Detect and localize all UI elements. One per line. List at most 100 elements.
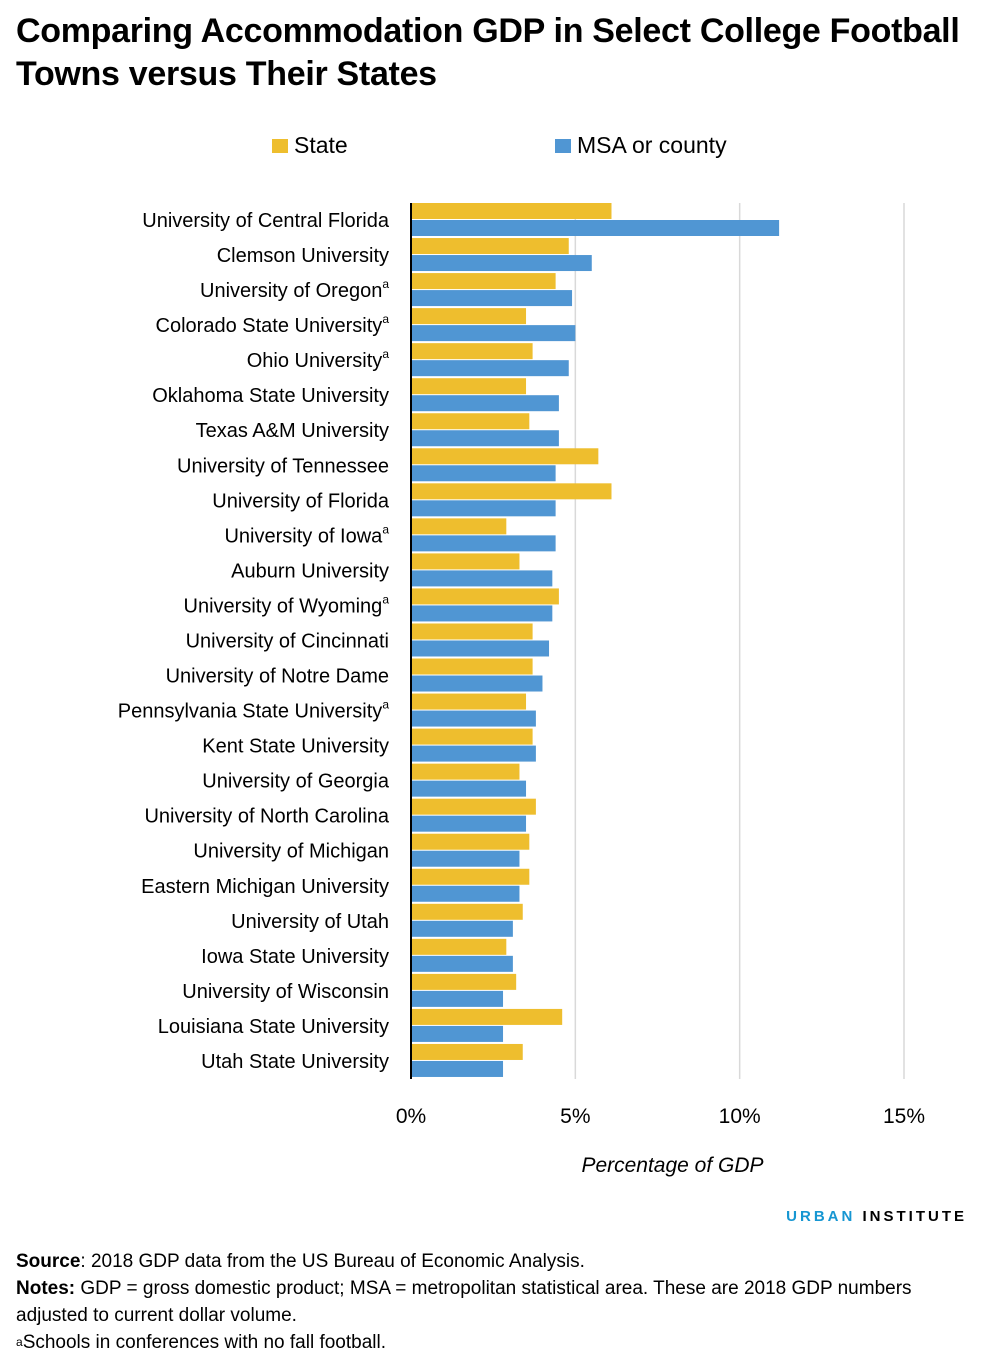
notes-line: Notes: GDP = gross domestic product; MSA… (16, 1275, 976, 1329)
x-tick-label-1: 5% (560, 1105, 590, 1128)
legend-label-msa: MSA or county (577, 132, 727, 158)
legend: State MSA or county (0, 132, 991, 162)
bar-msa-21 (411, 955, 513, 972)
category-label-8: University of Florida (212, 490, 390, 512)
bar-msa-23 (411, 1025, 504, 1042)
urban-institute-logo: URBAN INSTITUTE (786, 1208, 967, 1225)
bar-msa-22 (411, 990, 504, 1007)
notes-label: Notes: (16, 1278, 76, 1299)
logo-urban: URBAN (786, 1208, 856, 1225)
footnote-mark: a (16, 1335, 23, 1349)
bar-msa-18 (411, 850, 520, 867)
bar-msa-12 (411, 640, 550, 657)
bar-msa-5 (411, 395, 559, 412)
grid-lines (574, 203, 905, 1079)
bar-msa-11 (411, 605, 553, 622)
legend-item-state: State (272, 132, 348, 159)
bar-msa-8 (411, 500, 556, 517)
category-label-4: Ohio Universitya (247, 347, 390, 372)
footnote-text: Schools in conferences with no fall foot… (22, 1332, 387, 1353)
chart-title: Comparing Accommodation GDP in Select Co… (16, 12, 960, 93)
bar-state-13 (411, 658, 533, 675)
bar-msa-6 (411, 430, 559, 447)
bar-msa-7 (411, 465, 556, 482)
bar-msa-13 (411, 675, 543, 692)
bar-state-9 (411, 518, 507, 535)
source-text: : 2018 GDP data from the US Bureau of Ec… (80, 1251, 585, 1272)
bar-state-19 (411, 868, 530, 885)
x-axis-title: Percentage of GDP (581, 1154, 763, 1177)
bar-state-6 (411, 413, 530, 430)
category-label-13: University of Notre Dame (166, 666, 389, 688)
bar-msa-14 (411, 710, 536, 727)
bar-state-10 (411, 553, 520, 570)
bar-state-22 (411, 973, 517, 990)
x-axis-ticks: 0% 5% 10% 15% (396, 1105, 925, 1128)
category-label-1: Clemson University (217, 245, 389, 267)
category-label-23: Louisiana State University (158, 1016, 389, 1038)
category-label-9: University of Iowaa (224, 522, 389, 547)
bar-state-16 (411, 763, 520, 780)
logo-institute: INSTITUTE (862, 1208, 967, 1225)
category-label-16: University of Georgia (202, 771, 390, 793)
bar-state-0 (411, 203, 612, 219)
bar-state-5 (411, 378, 527, 395)
bar-msa-0 (411, 220, 780, 236)
source-label: Source (16, 1251, 81, 1272)
category-label-0: University of Central Florida (142, 210, 390, 232)
legend-label-state: State (294, 132, 348, 158)
bar-state-20 (411, 903, 523, 920)
legend-swatch-msa (555, 138, 571, 153)
category-label-3: Colorado State Universitya (156, 312, 390, 337)
notes-text: GDP = gross domestic product; MSA = metr… (16, 1278, 912, 1326)
x-tick-label-2: 10% (719, 1105, 761, 1128)
source-line: Source: 2018 GDP data from the US Bureau… (16, 1248, 976, 1275)
category-label-19: Eastern Michigan University (141, 876, 389, 898)
bar-msa-19 (411, 885, 520, 902)
category-label-6: Texas A&M University (196, 420, 389, 442)
category-label-11: University of Wyominga (184, 592, 390, 617)
bar-state-12 (411, 623, 533, 640)
category-label-7: University of Tennessee (177, 455, 389, 477)
bar-state-23 (411, 1008, 563, 1025)
bars (411, 203, 780, 1077)
bar-msa-20 (411, 920, 513, 937)
category-label-15: Kent State University (202, 736, 389, 758)
category-label-5: Oklahoma State University (152, 385, 389, 407)
category-label-20: University of Utah (231, 911, 389, 933)
category-label-21: Iowa State University (201, 946, 389, 968)
category-label-2: University of Oregona (200, 277, 389, 302)
bar-state-24 (411, 1043, 523, 1060)
bar-msa-2 (411, 290, 573, 307)
bar-msa-10 (411, 570, 553, 587)
bar-msa-17 (411, 815, 527, 832)
x-tick-label-0: 0% (396, 1105, 426, 1128)
legend-swatch-state (272, 138, 288, 153)
bar-state-18 (411, 833, 530, 850)
bar-msa-16 (411, 780, 527, 797)
footnote-line: aSchools in conferences with no fall foo… (16, 1329, 976, 1356)
legend-item-msa: MSA or county (555, 132, 727, 159)
bar-state-21 (411, 938, 507, 955)
category-labels: University of Central Florida Clemson Uni… (118, 210, 390, 1073)
bar-msa-9 (411, 535, 556, 552)
bar-state-3 (411, 308, 527, 325)
bar-state-4 (411, 343, 533, 360)
bar-msa-15 (411, 745, 536, 762)
bar-state-11 (411, 588, 559, 605)
bar-msa-24 (411, 1060, 504, 1077)
bar-msa-3 (411, 325, 576, 342)
notes-block: Source: 2018 GDP data from the US Bureau… (16, 1248, 976, 1356)
bar-chart: University of Central Florida Clemson Uni… (118, 203, 925, 1177)
bar-state-2 (411, 273, 556, 290)
bar-state-7 (411, 448, 599, 465)
bar-state-8 (411, 483, 612, 500)
category-label-22: University of Wisconsin (182, 981, 389, 1003)
bar-msa-4 (411, 360, 569, 377)
bar-state-1 (411, 238, 569, 255)
category-label-14: Pennsylvania State Universitya (118, 698, 390, 723)
bar-msa-1 (411, 255, 592, 272)
bar-state-15 (411, 728, 533, 745)
category-label-17: University of North Carolina (144, 806, 389, 828)
bar-state-17 (411, 798, 536, 815)
